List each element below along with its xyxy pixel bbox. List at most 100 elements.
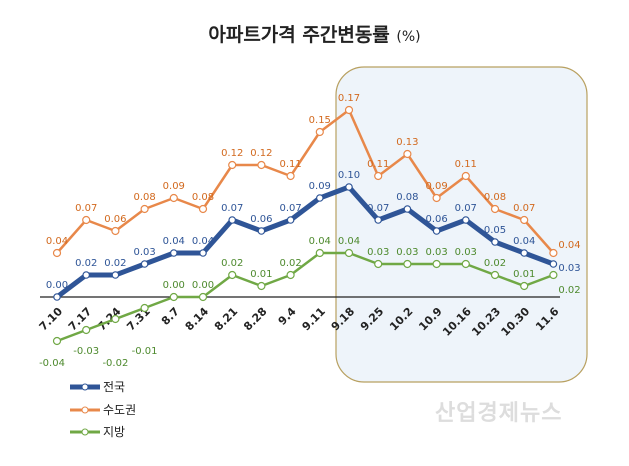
data-label: 0.02 [75, 258, 97, 269]
data-point [491, 238, 499, 246]
title-text: 아파트가격 주간변동률 [208, 24, 390, 46]
data-label: 0.04 [338, 236, 360, 247]
data-point [344, 248, 354, 258]
data-point [374, 171, 383, 181]
data-point [345, 183, 353, 191]
data-point [170, 249, 178, 257]
data-label: 0.08 [133, 192, 155, 203]
data-label: 0.02 [558, 285, 580, 296]
data-point [286, 171, 295, 181]
legend-line-icon-national [70, 383, 100, 390]
data-point [549, 248, 558, 258]
data-label: 0.07 [367, 203, 389, 214]
data-label: 0.01 [513, 269, 535, 280]
data-label: 0.05 [484, 225, 506, 236]
data-point [228, 270, 237, 280]
data-point [461, 216, 470, 224]
data-label: 0.17 [338, 93, 360, 104]
x-tick-label: 8.28 [241, 305, 269, 333]
data-point [432, 193, 441, 203]
data-point [403, 205, 412, 213]
data-label: 0.03 [133, 247, 155, 258]
legend-item-regional: 지방 [70, 423, 125, 440]
data-label: 0.06 [425, 214, 447, 225]
data-label: 0.06 [250, 214, 272, 225]
legend-label: 수도권 [103, 403, 137, 417]
legend-item-capital: 수도권 [70, 401, 136, 418]
data-label: 0.03 [558, 263, 580, 274]
data-label: 0.04 [46, 236, 68, 247]
data-point [374, 216, 383, 224]
data-point [432, 259, 441, 269]
data-point [228, 160, 237, 170]
x-tick-label: 9.4 [276, 305, 299, 328]
data-label: 0.02 [484, 258, 506, 269]
legend-item-national: 전국 [70, 378, 125, 395]
data-point [520, 249, 529, 257]
data-label: 0.09 [309, 181, 331, 192]
data-point [199, 249, 207, 257]
data-point [140, 260, 149, 268]
data-point [344, 105, 354, 115]
data-label: -0.01 [132, 346, 158, 357]
data-point [403, 149, 412, 159]
data-label: 0.06 [104, 214, 126, 225]
data-point [52, 336, 62, 346]
x-tick-label: 8.14 [183, 305, 212, 334]
data-point [490, 270, 500, 280]
data-point [461, 171, 470, 181]
data-point [82, 271, 91, 279]
data-label: 0.00 [46, 280, 68, 291]
data-label: 0.10 [338, 170, 360, 181]
data-label: 0.09 [425, 181, 447, 192]
data-label: 0.07 [75, 203, 97, 214]
data-label: 0.07 [455, 203, 477, 214]
data-label: 0.02 [221, 258, 243, 269]
x-tick-label: 7.10 [37, 305, 66, 334]
data-point [257, 281, 266, 291]
data-label: 0.02 [279, 258, 301, 269]
x-tick-label: 8.7 [159, 305, 182, 328]
data-label: 0.08 [484, 192, 506, 203]
data-point [169, 292, 178, 302]
data-point [403, 259, 412, 269]
series-line-0 [55, 184, 555, 299]
data-point [198, 204, 208, 214]
legend-label: 지방 [103, 425, 126, 439]
data-label: 0.11 [455, 159, 477, 170]
x-tick-label: 8.21 [212, 305, 240, 333]
data-label: 0.03 [396, 247, 418, 258]
legend-line-icon-capital [70, 406, 100, 413]
data-point [286, 270, 295, 280]
data-point [140, 204, 149, 214]
chart-title: 아파트가격 주간변동률 (%) [0, 20, 629, 47]
series-line-1 [56, 108, 555, 254]
highlight-box [335, 66, 588, 383]
watermark-logo: 산업경제뉴스 [435, 401, 563, 426]
data-point [111, 271, 120, 279]
data-label: -0.04 [39, 358, 65, 369]
data-label: 0.02 [104, 258, 126, 269]
data-label: 0.01 [250, 269, 272, 280]
data-point [228, 216, 237, 224]
data-label: 0.07 [279, 203, 301, 214]
data-point [432, 227, 441, 235]
data-label: 0.12 [250, 148, 272, 159]
data-label: 0.04 [163, 236, 185, 247]
data-point [198, 292, 208, 302]
data-point [286, 216, 295, 224]
data-label: 0.03 [367, 247, 389, 258]
data-label: 0.04 [558, 240, 580, 251]
data-point [82, 325, 91, 335]
data-label: 0.11 [367, 159, 389, 170]
data-point [315, 194, 324, 202]
data-label: 0.00 [163, 280, 185, 291]
data-point [111, 314, 120, 324]
data-label: 0.08 [192, 192, 214, 203]
data-point [490, 204, 500, 214]
data-label: 0.03 [425, 247, 447, 258]
data-point [315, 127, 324, 137]
data-label: 0.04 [309, 236, 331, 247]
data-label: -0.02 [102, 358, 128, 369]
data-point [257, 227, 266, 235]
